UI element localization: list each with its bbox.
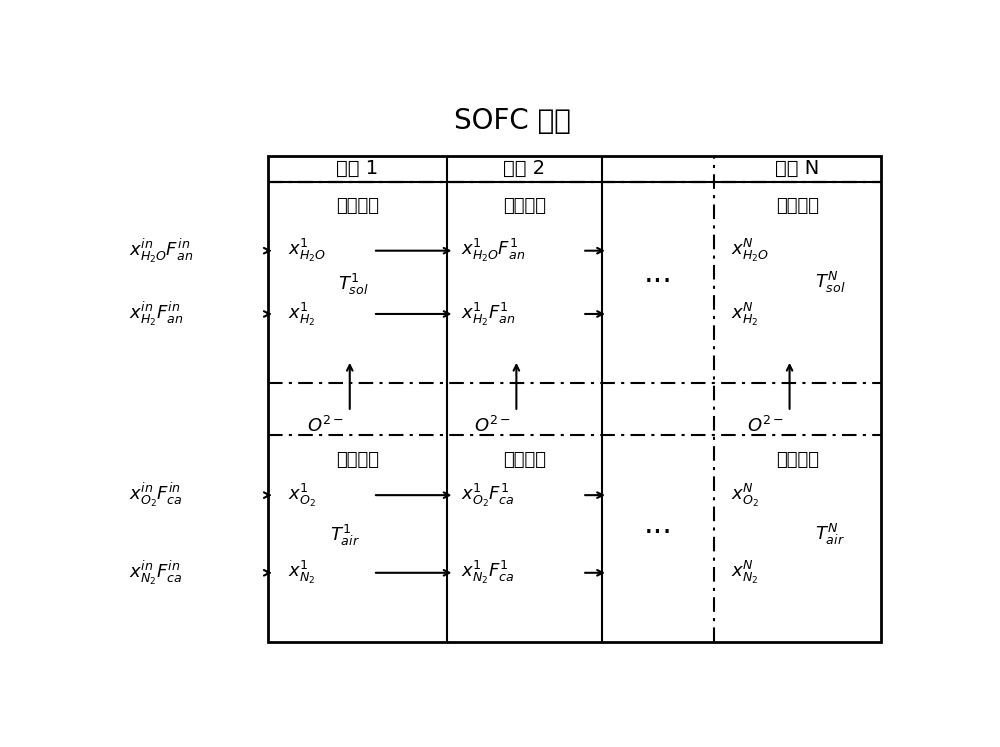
Text: $x_{N_2}^{N}$: $x_{N_2}^{N}$: [731, 560, 758, 586]
Text: ···: ···: [643, 268, 672, 297]
Text: $x_{H_2}^{1}F_{an}^{1}$: $x_{H_2}^{1}F_{an}^{1}$: [461, 300, 515, 328]
Text: $x_{O_2}^{1}F_{ca}^{1}$: $x_{O_2}^{1}F_{ca}^{1}$: [461, 482, 514, 509]
Text: $x_{N_2}^{in}F_{ca}^{in}$: $x_{N_2}^{in}F_{ca}^{in}$: [129, 559, 182, 587]
Text: $x_{N_2}^{1}$: $x_{N_2}^{1}$: [288, 560, 315, 586]
Text: $x_{H_2O}^{1}$: $x_{H_2O}^{1}$: [288, 237, 326, 264]
Text: $x_{N_2}^{1}F_{ca}^{1}$: $x_{N_2}^{1}F_{ca}^{1}$: [461, 560, 514, 586]
Text: 节点 1: 节点 1: [336, 159, 379, 179]
Text: 阳极状态: 阳极状态: [776, 196, 819, 215]
Text: 节点 2: 节点 2: [503, 159, 545, 179]
Text: SOFC 电堆: SOFC 电堆: [454, 108, 571, 135]
Bar: [268, 156, 881, 642]
Text: $x_{H_2}^{in}F_{an}^{in}$: $x_{H_2}^{in}F_{an}^{in}$: [129, 300, 183, 328]
Text: 阴极状态: 阴极状态: [503, 450, 546, 468]
Text: 阳极状态: 阳极状态: [336, 196, 379, 215]
Text: ···: ···: [643, 519, 672, 548]
Text: $x_{H_2O}^{in}F_{an}^{in}$: $x_{H_2O}^{in}F_{an}^{in}$: [129, 237, 193, 265]
Text: $T_{air}^{1}$: $T_{air}^{1}$: [330, 523, 360, 548]
Text: 阴极状态: 阴极状态: [776, 450, 819, 468]
Text: $x_{H_2O}^{1}F_{an}^{1}$: $x_{H_2O}^{1}F_{an}^{1}$: [461, 237, 525, 264]
Text: $O^{2-}$: $O^{2-}$: [307, 416, 344, 436]
Text: $x_{H_2}^{1}$: $x_{H_2}^{1}$: [288, 300, 315, 328]
Text: $O^{2-}$: $O^{2-}$: [747, 416, 784, 436]
Text: 阴极状态: 阴极状态: [336, 450, 379, 468]
Text: $T_{air}^{N}$: $T_{air}^{N}$: [815, 521, 845, 547]
Text: $T_{sol}^{N}$: $T_{sol}^{N}$: [815, 270, 845, 295]
Text: $x_{H_2O}^{N}$: $x_{H_2O}^{N}$: [731, 237, 769, 264]
Text: $x_{O_2}^{1}$: $x_{O_2}^{1}$: [288, 482, 316, 509]
Text: $x_{H_2}^{N}$: $x_{H_2}^{N}$: [731, 300, 758, 328]
Text: 阳极状态: 阳极状态: [503, 196, 546, 215]
Text: 节点 N: 节点 N: [775, 159, 819, 179]
Text: $O^{2-}$: $O^{2-}$: [474, 416, 511, 436]
Text: $x_{O_2}^{in}F_{ca}^{in}$: $x_{O_2}^{in}F_{ca}^{in}$: [129, 481, 183, 509]
Text: $x_{O_2}^{N}$: $x_{O_2}^{N}$: [731, 482, 759, 509]
Text: $T_{sol}^{1}$: $T_{sol}^{1}$: [338, 271, 369, 297]
